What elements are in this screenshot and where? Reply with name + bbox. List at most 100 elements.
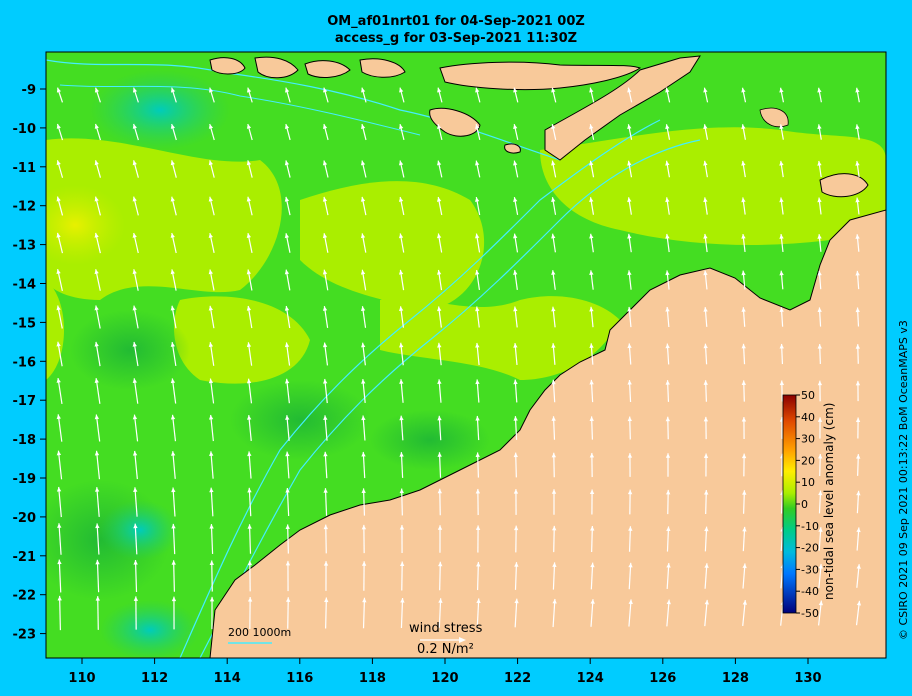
colorbar <box>782 394 797 614</box>
wind-arrow <box>399 87 405 103</box>
wind-arrow <box>132 232 139 254</box>
wind-arrow <box>628 562 633 590</box>
wind-arrow <box>855 417 861 439</box>
wind-arrow <box>627 306 632 328</box>
wind-arrow <box>551 197 557 215</box>
wind-arrow <box>399 488 404 516</box>
wind-arrow <box>779 343 784 365</box>
wind-arrow <box>246 233 253 253</box>
wind-arrow <box>284 123 291 141</box>
wind-arrow <box>855 160 860 178</box>
wind-arrow <box>360 306 367 328</box>
colorbar-tick-label: 20 <box>801 454 815 467</box>
wind-arrow <box>208 123 215 141</box>
wind-arrow <box>551 379 556 403</box>
wind-arrow <box>360 160 367 178</box>
wind-arrow <box>665 160 671 178</box>
wind-arrow <box>475 87 481 103</box>
wind-arrow <box>171 560 176 592</box>
wind-arrow <box>57 523 62 555</box>
wind-arrow <box>170 378 177 404</box>
x-tick-label: 114 <box>214 671 241 686</box>
wind-arrow <box>513 525 519 553</box>
wind-arrow <box>208 269 215 291</box>
wind-arrow <box>171 596 177 630</box>
wind-arrow <box>855 270 860 290</box>
wind-arrow <box>132 269 139 291</box>
anomaly-region <box>100 600 200 658</box>
wind-arrow <box>589 124 595 140</box>
wind-arrow <box>284 233 291 253</box>
wind-arrow <box>170 196 177 216</box>
wind-arrow <box>741 453 747 477</box>
wind-arrow <box>209 596 215 630</box>
wind-arrow <box>475 415 480 441</box>
wind-arrow <box>513 452 518 478</box>
wind-arrow <box>741 343 746 365</box>
wind-arrow <box>818 490 823 514</box>
wind-arrow <box>665 233 670 253</box>
wind-arrow <box>398 233 405 253</box>
depth-contour <box>199 139 701 658</box>
wind-arrow <box>323 488 328 516</box>
wind-arrow <box>171 523 176 555</box>
wind-arrow <box>513 343 518 365</box>
wind-arrow <box>703 197 708 215</box>
wind-arrow <box>247 560 253 592</box>
wind-arrow <box>132 160 139 178</box>
wind-arrow <box>741 270 746 290</box>
wind-arrow <box>56 196 64 216</box>
wind-arrow <box>551 87 557 103</box>
wind-arrow <box>286 597 291 629</box>
wind-arrow <box>589 416 594 440</box>
wind-arrow <box>818 563 823 589</box>
wind-arrow <box>590 599 595 627</box>
land-island <box>209 57 246 75</box>
wind-arrow <box>703 307 708 327</box>
wind-arrow <box>665 416 671 440</box>
wind-arrow <box>779 307 784 327</box>
anomaly-region <box>90 70 230 150</box>
colorbar-tick-label: 0 <box>801 498 808 511</box>
anomaly-region <box>100 500 180 560</box>
wind-arrow <box>437 525 443 553</box>
wind-arrow <box>666 526 671 552</box>
wind-arrow <box>703 453 709 477</box>
wind-arrow <box>817 270 822 290</box>
wind-arrow <box>551 270 556 290</box>
wind-arrow <box>589 452 595 478</box>
y-tick-label: -10 <box>13 122 37 137</box>
wind-arrow <box>323 561 329 591</box>
wind-arrow <box>627 124 633 140</box>
wind-arrow <box>133 487 138 517</box>
wind-arrow <box>779 380 785 402</box>
wind-arrow <box>627 489 633 515</box>
wind-arrow <box>703 380 708 402</box>
wind-arrow <box>665 197 670 215</box>
wind-arrow <box>551 489 557 515</box>
wind-arrow <box>94 487 100 517</box>
wind-arrow <box>438 561 443 591</box>
wind-arrow <box>400 597 405 629</box>
wind-arrow <box>361 87 367 103</box>
wind-arrow <box>551 306 556 328</box>
colorbar-title: non-tidal sea level anomaly (cm) <box>822 402 836 600</box>
wind-arrow <box>665 306 670 328</box>
wind-arrow <box>666 562 671 590</box>
wind-arrow <box>779 197 784 215</box>
wind-arrow <box>56 160 64 178</box>
wind-arrow <box>361 415 366 441</box>
wind-arrow <box>94 196 101 216</box>
wind-arrow <box>437 452 442 478</box>
wind-arrow <box>475 123 481 141</box>
wind-arrow <box>95 559 100 593</box>
wind-arrow <box>170 87 177 103</box>
wind-arrow <box>132 196 139 216</box>
wind-arrow <box>323 524 328 554</box>
wind-arrow <box>57 559 62 593</box>
wind-arrow <box>551 452 557 478</box>
wind-arrow <box>855 234 860 252</box>
wind-arrow <box>246 196 253 216</box>
wind-arrow <box>627 197 632 215</box>
y-tick-label: -9 <box>22 83 36 98</box>
